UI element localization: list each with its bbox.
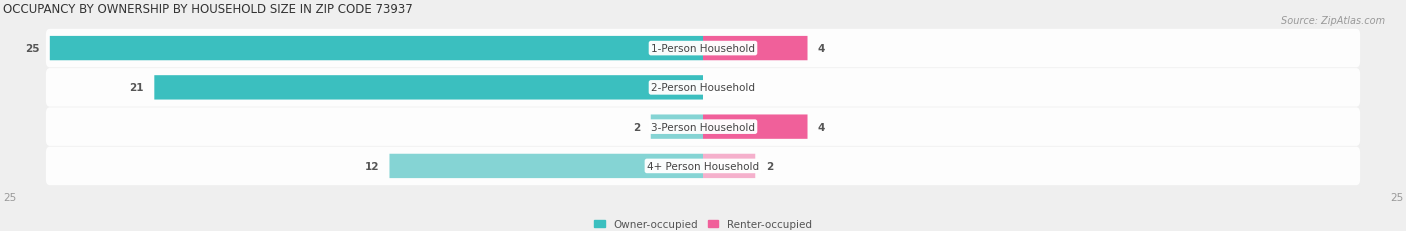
Text: 4: 4 bbox=[818, 44, 825, 54]
FancyBboxPatch shape bbox=[46, 69, 1360, 107]
Text: 4+ Person Household: 4+ Person Household bbox=[647, 161, 759, 171]
FancyBboxPatch shape bbox=[46, 108, 1360, 146]
FancyBboxPatch shape bbox=[389, 154, 703, 178]
Text: OCCUPANCY BY OWNERSHIP BY HOUSEHOLD SIZE IN ZIP CODE 73937: OCCUPANCY BY OWNERSHIP BY HOUSEHOLD SIZE… bbox=[3, 3, 412, 16]
FancyBboxPatch shape bbox=[49, 37, 703, 61]
FancyBboxPatch shape bbox=[703, 37, 807, 61]
Text: 25: 25 bbox=[1391, 192, 1403, 202]
Text: 25: 25 bbox=[3, 192, 15, 202]
Text: 1-Person Household: 1-Person Household bbox=[651, 44, 755, 54]
FancyBboxPatch shape bbox=[46, 147, 1360, 185]
Text: 21: 21 bbox=[129, 83, 143, 93]
Legend: Owner-occupied, Renter-occupied: Owner-occupied, Renter-occupied bbox=[595, 219, 811, 229]
Text: 2-Person Household: 2-Person Household bbox=[651, 83, 755, 93]
Text: 2: 2 bbox=[766, 161, 773, 171]
FancyBboxPatch shape bbox=[46, 30, 1360, 68]
Text: 3-Person Household: 3-Person Household bbox=[651, 122, 755, 132]
Text: 25: 25 bbox=[25, 44, 39, 54]
FancyBboxPatch shape bbox=[155, 76, 703, 100]
Text: 4: 4 bbox=[818, 122, 825, 132]
Text: Source: ZipAtlas.com: Source: ZipAtlas.com bbox=[1281, 16, 1385, 26]
FancyBboxPatch shape bbox=[651, 115, 703, 139]
FancyBboxPatch shape bbox=[703, 115, 807, 139]
Text: 2: 2 bbox=[633, 122, 640, 132]
FancyBboxPatch shape bbox=[703, 154, 755, 178]
Text: 0: 0 bbox=[713, 83, 721, 93]
Text: 12: 12 bbox=[364, 161, 380, 171]
